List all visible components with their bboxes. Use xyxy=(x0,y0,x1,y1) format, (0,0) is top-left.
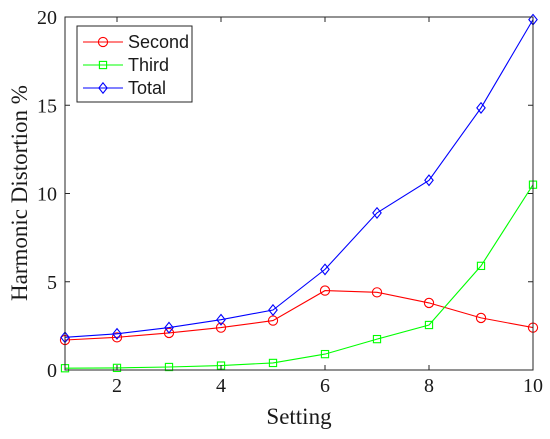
data-point-second xyxy=(371,287,383,298)
data-point-second xyxy=(475,312,487,324)
y-axis-title: Harmonic Distortion % xyxy=(7,85,32,301)
data-point-third xyxy=(268,358,278,368)
x-axis-title: Setting xyxy=(266,404,332,429)
y-tick-label: 15 xyxy=(37,95,57,117)
y-tick-label: 0 xyxy=(47,360,57,382)
data-point-second xyxy=(423,297,435,309)
legend: Second Third Total xyxy=(76,25,193,103)
x-tick-label: 2 xyxy=(112,375,122,397)
data-point-total xyxy=(164,321,174,334)
data-point-third xyxy=(476,261,486,271)
y-tick-label: 10 xyxy=(37,184,57,206)
data-point-total xyxy=(424,174,434,187)
series-total xyxy=(60,13,538,344)
series-layer xyxy=(59,13,539,373)
series-line-second xyxy=(64,290,534,341)
y-tick-label: 5 xyxy=(47,272,57,294)
axes: 2 4 6 8 10 0 5 10 15 20 xyxy=(37,7,543,397)
data-point-total xyxy=(216,313,226,326)
data-point-total xyxy=(320,263,330,276)
data-point-total xyxy=(112,327,122,340)
legend-marker-total xyxy=(98,81,108,95)
series-third xyxy=(60,180,538,373)
y-tick-label: 20 xyxy=(37,7,57,29)
legend-label-third: Third xyxy=(128,55,169,75)
data-point-total xyxy=(476,101,486,114)
data-point-total xyxy=(372,206,382,219)
data-point-third xyxy=(164,362,174,372)
legend-label-total: Total xyxy=(128,78,166,98)
legend-box xyxy=(76,25,193,103)
data-point-third xyxy=(112,363,122,373)
data-point-total xyxy=(268,303,278,317)
legend-marker-third xyxy=(98,60,108,70)
x-tick-label: 10 xyxy=(523,375,543,397)
x-tick-label: 4 xyxy=(216,375,226,397)
data-point-third xyxy=(320,349,330,359)
legend-marker-second xyxy=(97,36,109,48)
x-tick-label: 8 xyxy=(424,375,434,397)
x-tick-label: 6 xyxy=(320,375,330,397)
data-point-third xyxy=(424,320,434,330)
series-line-third xyxy=(64,184,534,369)
data-point-second xyxy=(319,285,331,296)
data-point-third xyxy=(372,334,382,344)
data-point-second xyxy=(111,332,123,343)
legend-label-second: Second xyxy=(128,32,189,52)
data-point-second xyxy=(163,327,175,339)
data-point-second xyxy=(215,322,227,333)
series-line-total xyxy=(64,19,534,338)
